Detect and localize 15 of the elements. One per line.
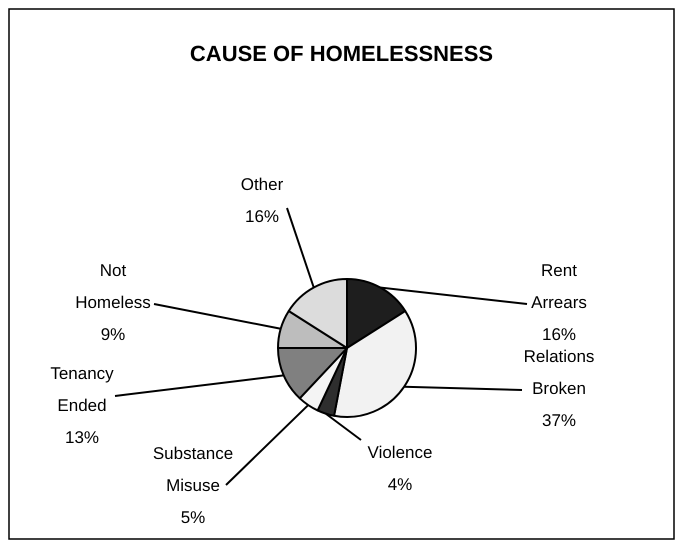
data-label: 16% (542, 325, 576, 344)
slice-label: Rent Arrears (531, 261, 587, 312)
data-label: 4% (388, 475, 412, 494)
slice-label: Other (240, 175, 284, 194)
chart-title: CAUSE OF HOMELESSNESS (190, 41, 494, 66)
slice-label: Violence (368, 443, 432, 462)
slice-label: Relations Broken (524, 347, 594, 398)
data-label: 9% (100, 325, 126, 344)
data-label: 37% (542, 411, 576, 430)
slice-label: Not Homeless (75, 261, 151, 312)
slice-label: Tenancy Ended (50, 364, 114, 415)
slice-label: Substance Misuse (152, 444, 234, 495)
data-label: 5% (180, 508, 206, 527)
data-label: 16% (244, 207, 280, 226)
data-label: 13% (64, 428, 100, 447)
